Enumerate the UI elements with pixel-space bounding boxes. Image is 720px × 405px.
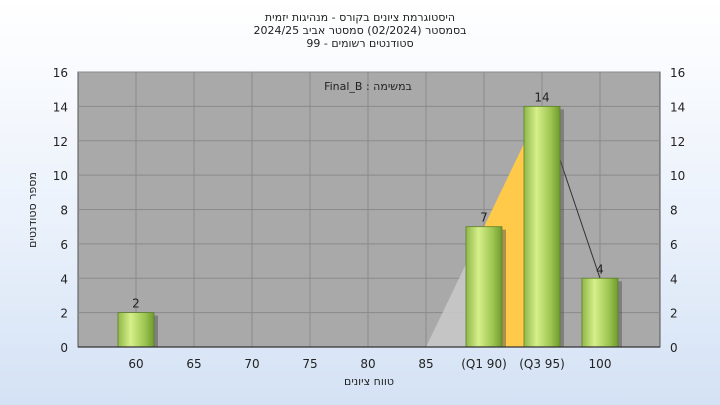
y-tick-label-left: 14 [53, 100, 68, 114]
axes: 0 0 2 2 4 4 6 6 8 8 10 10 12 12 14 14 16 16 60 65 70 75 80 85 (Q… [53, 66, 686, 371]
x-tick-label: 60 [128, 357, 143, 371]
bar-value-label: 7 [480, 211, 488, 225]
chart-title-line-1: היסטוגרמת ציונים בקורס - מנהיגות יזמית [265, 11, 455, 24]
x-tick-label: 70 [244, 357, 259, 371]
x-tick-label: 80 [360, 357, 375, 371]
y-tick-label-left: 6 [60, 238, 68, 252]
annotation-label: Final_B : במשימה [324, 80, 412, 93]
chart-title-line-2: בסמסטר (02/2024) סמסטר אביב 2024/25 [253, 24, 466, 37]
x-tick-label: 65 [186, 357, 201, 371]
bar-value-label: 14 [534, 90, 549, 104]
y-tick-label-left: 8 [60, 204, 68, 218]
y-tick-label-left: 0 [60, 341, 68, 355]
x-tick-label: 85 [418, 357, 433, 371]
bar [117, 312, 155, 348]
y-tick-label-right: 12 [670, 135, 685, 149]
x-tick-label: (Q1 90) [461, 357, 507, 371]
y-tick-label-right: 8 [670, 204, 678, 218]
y-tick-label-right: 2 [670, 307, 678, 321]
y-tick-label-left: 12 [53, 135, 68, 149]
x-axis-title: טווח ציונים [344, 375, 394, 388]
y-tick-label-right: 4 [670, 272, 678, 286]
y-tick-label-right: 0 [670, 341, 678, 355]
y-tick-label-left: 16 [53, 66, 68, 80]
y-tick-label-right: 16 [670, 66, 685, 80]
bar-value-label: 2 [132, 297, 140, 311]
y-axis-title: מספר סטודנטים [26, 172, 39, 248]
bar [523, 105, 561, 348]
y-tick-label-right: 14 [670, 100, 685, 114]
x-tick-label: 75 [302, 357, 317, 371]
x-tick-label: 100 [589, 357, 612, 371]
bar-value-label: 4 [596, 262, 604, 276]
y-tick-label-left: 10 [53, 169, 68, 183]
y-tick-label-right: 6 [670, 238, 678, 252]
bar [465, 226, 503, 348]
bar [581, 277, 619, 348]
x-tick-label: (Q3 95) [519, 357, 565, 371]
bars: 2 7 14 4 [117, 90, 622, 348]
y-tick-label-left: 4 [60, 272, 68, 286]
y-tick-label-right: 10 [670, 169, 685, 183]
chart-title-line-3: סטודנטים רשומים - 99 [306, 37, 413, 50]
y-tick-label-left: 2 [60, 307, 68, 321]
